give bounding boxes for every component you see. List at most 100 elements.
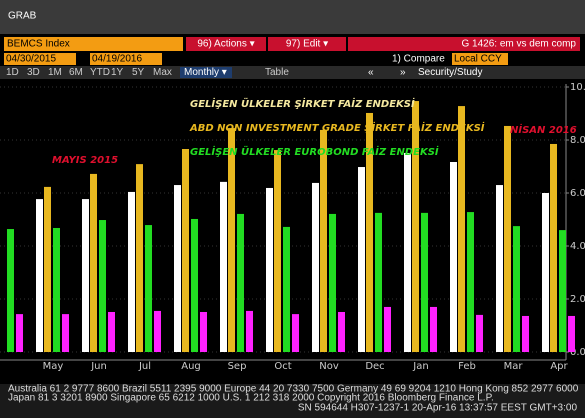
bar [182,149,189,352]
start-date-box[interactable] [4,53,76,65]
y-tick-label: 10.000 [570,82,585,93]
bar [320,129,327,352]
period-tab[interactable]: 1D [6,67,19,78]
bar [136,164,143,352]
bar [522,315,529,352]
tab-bar [0,66,585,79]
y-tick-label: 6.000 [570,188,585,199]
x-tick-label: Aug [181,361,201,372]
footer-line: Japan 81 3 3201 8900 Singapore 65 6212 1… [8,393,494,404]
bar [154,310,161,352]
bar [366,112,373,352]
start-date: 04/30/2015 [6,54,56,65]
window-title: GRAB [8,11,37,22]
period-tab[interactable]: Max [153,67,172,78]
bar [16,314,23,352]
actions-label: 96) Actions ▾ [197,39,254,50]
table-tab[interactable]: Table [265,67,289,78]
bar [476,314,483,352]
bar [174,185,181,352]
annotation: MAYIS 2015 [52,155,118,166]
bar [504,125,511,352]
chart-id: G 1426: em vs dem comp [462,39,577,50]
bar [283,226,290,352]
x-tick-label: Nov [319,361,339,372]
bar [220,181,227,352]
bar [82,199,89,352]
bar [450,161,457,352]
bar [542,193,549,352]
y-tick-label: 0.000 [570,347,585,358]
period-tab[interactable]: 1M [48,67,62,78]
bar [246,310,253,352]
period-tab[interactable]: 3D [27,67,40,78]
currency: Local CCY [454,54,502,65]
bar [62,314,69,352]
bar [559,230,566,352]
y-tick-label: 4.000 [570,241,585,252]
y-tick-label: 2.000 [570,294,585,305]
footer-line: SN 594644 H307-1237-1 20-Apr-16 13:37:57… [298,403,578,414]
bar [312,182,319,352]
nav-back[interactable]: « [368,67,374,78]
x-tick-label: Jun [90,361,107,372]
legend-entry: GELİŞEN ÜLKELER ŞİRKET FAİZ ENDEKSİ [190,96,415,110]
title-bar [0,0,585,34]
legend-entry: ABD NON INVESTMENT GRADE ŞİRKET FAİZ END… [189,120,485,134]
bar [200,311,207,352]
period-tab[interactable]: 5Y [132,67,145,78]
study[interactable]: Security/Study [418,67,482,78]
bar [7,229,14,352]
bar [44,186,51,352]
bar [36,199,43,352]
x-tick-label: Oct [274,361,291,372]
bar [358,167,365,352]
bar [292,314,299,352]
bar [329,213,336,352]
ticker: BEMCS Index [7,39,70,50]
bar [145,225,152,352]
bar [338,311,345,352]
actions-button[interactable] [186,37,266,51]
compare[interactable]: 1) Compare [392,54,445,65]
x-tick-label: Sep [228,361,247,372]
bar [404,152,411,352]
bar [550,143,557,352]
bar [458,106,465,352]
bar [274,150,281,352]
bar [412,101,419,352]
edit-label: 97) Edit ▾ [286,39,328,50]
bar [191,218,198,352]
edit-button[interactable] [268,37,346,51]
frequency: Monthly ▾ [184,67,227,78]
x-tick-label: Dec [365,361,384,372]
ticker-box[interactable] [4,37,183,51]
frequency-box[interactable] [180,67,232,78]
bar [467,212,474,352]
annotation: NİSAN 2016 [510,122,577,136]
end-date: 04/19/2016 [92,54,142,65]
x-tick-label: May [43,361,64,372]
bar [237,213,244,352]
bar [90,173,97,352]
x-tick-label: Apr [550,361,568,372]
nav-forward[interactable]: » [400,67,406,78]
bar [108,311,115,352]
bar [513,226,520,352]
bar [496,185,503,352]
period-tab[interactable]: YTD [90,67,110,78]
currency-box[interactable] [452,53,508,65]
x-tick-label: Feb [458,361,476,372]
end-date-box[interactable] [90,53,162,65]
legend-entry: GELİŞEN ÜLKELER EUROBOND FAİZ ENDEKSİ [190,144,439,158]
chart-id-bar [348,37,580,51]
bar [375,212,382,352]
x-tick-label: Mar [504,361,524,372]
bar [53,227,60,352]
x-tick-label: Jul [138,361,151,372]
period-tab[interactable]: 1Y [111,67,124,78]
bar [99,220,106,352]
period-tab[interactable]: 6M [69,67,83,78]
